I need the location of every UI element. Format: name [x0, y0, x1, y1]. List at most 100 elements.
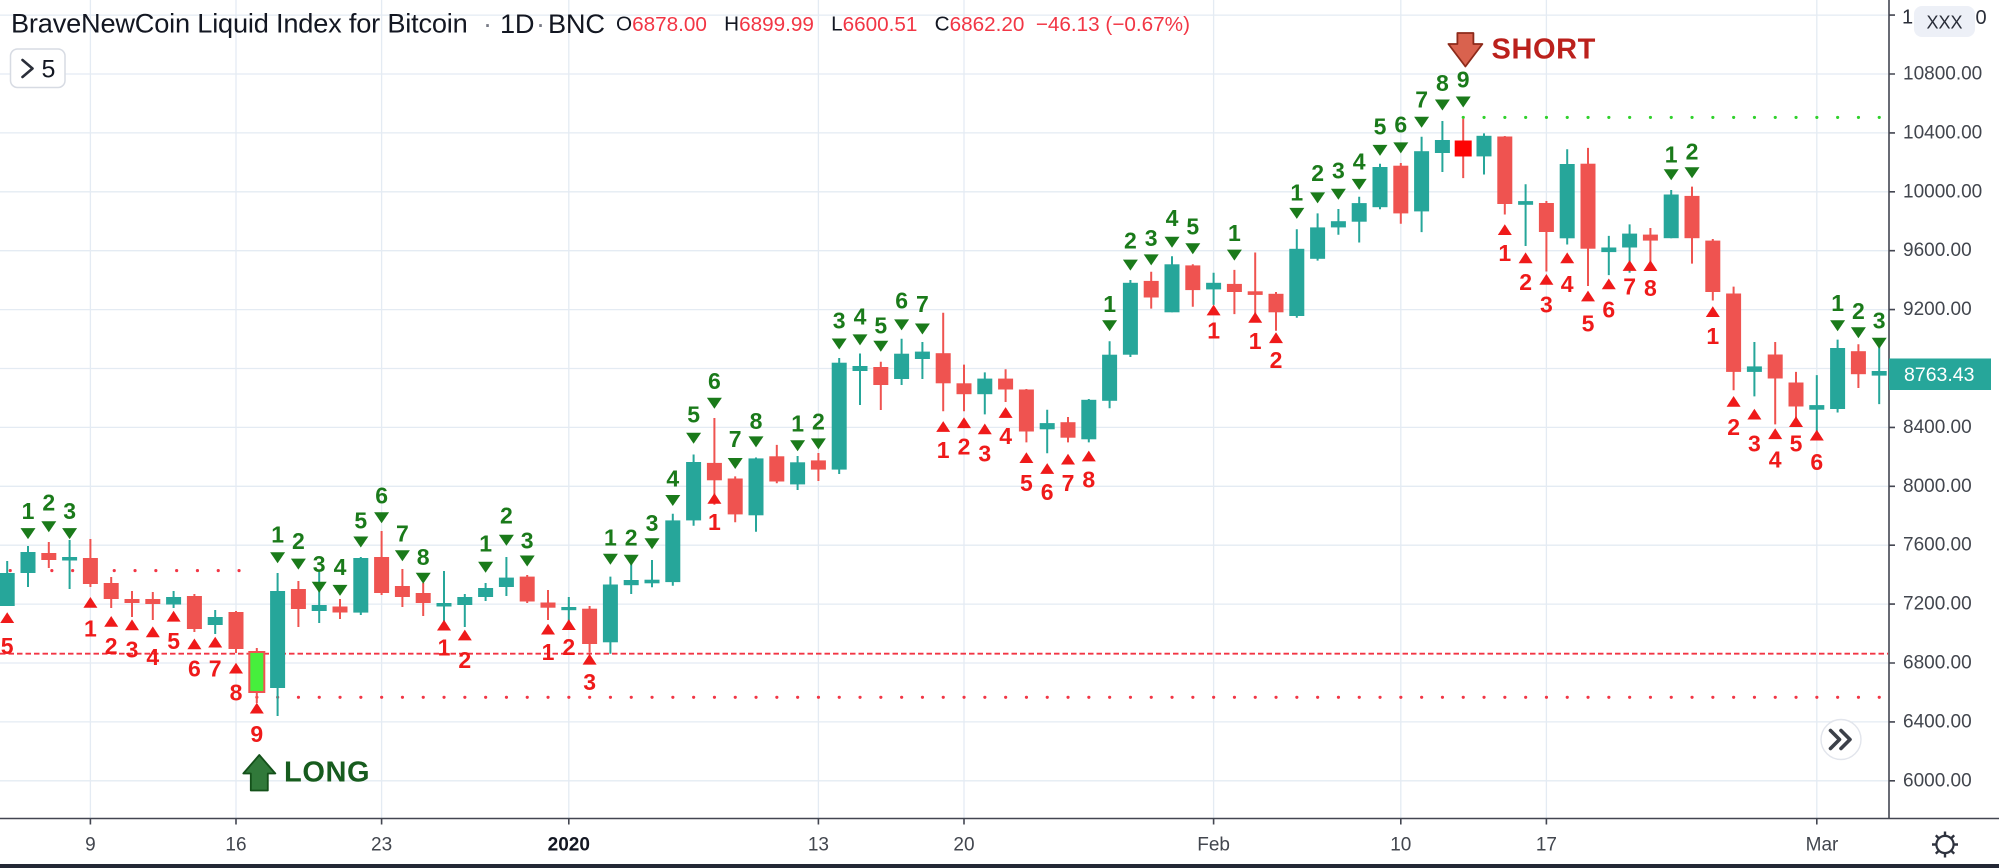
- svg-text:3: 3: [646, 510, 659, 536]
- svg-text:4: 4: [999, 423, 1012, 449]
- svg-text:10400.00: 10400.00: [1903, 122, 1982, 143]
- svg-text:1: 1: [708, 509, 721, 535]
- svg-text:2: 2: [1124, 227, 1137, 253]
- svg-text:8763.43: 8763.43: [1904, 364, 1975, 386]
- svg-text:1: 1: [1831, 290, 1844, 316]
- svg-text:20: 20: [953, 835, 974, 856]
- svg-text:7: 7: [1623, 274, 1636, 300]
- svg-text:2: 2: [1852, 298, 1865, 324]
- svg-text:1: 1: [1103, 291, 1116, 317]
- svg-text:3: 3: [1540, 292, 1553, 318]
- svg-text:4: 4: [146, 644, 159, 670]
- svg-text:5: 5: [354, 508, 367, 534]
- svg-text:5: 5: [1020, 470, 1033, 496]
- svg-text:5: 5: [1186, 214, 1199, 240]
- svg-text:6: 6: [375, 483, 388, 509]
- svg-text:4: 4: [1561, 271, 1574, 297]
- svg-text:6: 6: [1041, 479, 1054, 505]
- svg-text:8: 8: [1082, 467, 1095, 493]
- svg-text:1: 1: [438, 635, 451, 661]
- svg-text:6: 6: [1394, 111, 1407, 137]
- svg-text:8400.00: 8400.00: [1903, 417, 1972, 438]
- svg-text:6: 6: [1810, 449, 1823, 475]
- svg-text:8: 8: [750, 408, 763, 434]
- svg-text:6: 6: [1602, 297, 1615, 323]
- svg-text:7600.00: 7600.00: [1903, 535, 1972, 556]
- svg-text:3: 3: [1748, 430, 1761, 456]
- svg-text:1: 1: [1665, 141, 1678, 167]
- svg-text:3: 3: [1873, 307, 1886, 333]
- svg-text:6: 6: [708, 368, 721, 394]
- svg-text:6400.00: 6400.00: [1903, 711, 1972, 732]
- svg-text:1: 1: [937, 437, 950, 463]
- svg-text:3: 3: [978, 440, 991, 466]
- svg-text:5: 5: [1374, 113, 1387, 139]
- svg-text:8: 8: [1436, 70, 1449, 96]
- svg-text:5: 5: [167, 628, 180, 654]
- svg-text:9200.00: 9200.00: [1903, 299, 1972, 320]
- svg-text:6: 6: [188, 656, 201, 682]
- svg-text:1: 1: [604, 525, 617, 551]
- svg-text:1: 1: [1290, 179, 1303, 205]
- svg-text:8: 8: [417, 544, 430, 570]
- svg-text:7200.00: 7200.00: [1903, 594, 1972, 615]
- svg-text:6000.00: 6000.00: [1903, 770, 1972, 791]
- svg-text:5: 5: [1790, 430, 1803, 456]
- svg-text:10000.00: 10000.00: [1903, 181, 1982, 202]
- svg-text:7: 7: [1415, 86, 1428, 112]
- svg-text:Mar: Mar: [1806, 835, 1839, 856]
- svg-text:2: 2: [625, 525, 638, 551]
- svg-text:8000.00: 8000.00: [1903, 476, 1972, 497]
- svg-text:2: 2: [500, 502, 513, 528]
- svg-text:8: 8: [230, 680, 243, 706]
- svg-text:9: 9: [1457, 67, 1470, 93]
- svg-text:8: 8: [1644, 275, 1657, 301]
- svg-text:1: 1: [791, 411, 804, 437]
- svg-text:0: 0: [1975, 7, 1986, 29]
- svg-text:3: 3: [1145, 225, 1158, 251]
- svg-text:1: 1: [84, 616, 97, 642]
- svg-text:7: 7: [1062, 470, 1075, 496]
- svg-text:4: 4: [1166, 205, 1179, 231]
- svg-text:2: 2: [292, 528, 305, 554]
- svg-text:17: 17: [1536, 835, 1557, 856]
- svg-text:2: 2: [1519, 269, 1532, 295]
- svg-text:3: 3: [126, 636, 139, 662]
- svg-text:3: 3: [833, 307, 846, 333]
- svg-text:2: 2: [958, 433, 971, 459]
- svg-text:2: 2: [1727, 414, 1740, 440]
- svg-text:2: 2: [812, 409, 825, 435]
- svg-text:1: 1: [1207, 318, 1220, 344]
- svg-text:7: 7: [396, 521, 409, 547]
- svg-text:3: 3: [583, 669, 596, 695]
- svg-text:3: 3: [313, 551, 326, 577]
- svg-text:Feb: Feb: [1197, 835, 1230, 856]
- svg-text:4: 4: [854, 303, 867, 329]
- svg-text:3: 3: [1332, 157, 1345, 183]
- svg-text:SHORT: SHORT: [1492, 34, 1597, 66]
- svg-text:4: 4: [1769, 446, 1782, 472]
- svg-text:9: 9: [250, 721, 263, 747]
- svg-text:1: 1: [22, 498, 35, 524]
- svg-text:5: 5: [687, 401, 700, 427]
- svg-text:5: 5: [42, 56, 56, 84]
- svg-text:4: 4: [666, 466, 679, 492]
- svg-text:1: 1: [1228, 220, 1241, 246]
- svg-text:16: 16: [225, 835, 246, 856]
- svg-text:2: 2: [1686, 139, 1699, 165]
- svg-text:LONG: LONG: [284, 757, 370, 789]
- svg-text:5: 5: [1582, 310, 1595, 336]
- svg-text:2: 2: [458, 647, 471, 673]
- svg-text:6800.00: 6800.00: [1903, 653, 1972, 674]
- svg-text:3: 3: [63, 498, 76, 524]
- svg-text:9600.00: 9600.00: [1903, 240, 1972, 261]
- svg-text:1: 1: [542, 639, 555, 665]
- svg-text:5: 5: [874, 313, 887, 339]
- svg-text:1: 1: [1706, 323, 1719, 349]
- svg-text:1: 1: [271, 522, 284, 548]
- svg-text:23: 23: [371, 835, 392, 856]
- svg-text:O6878.00 H6899.99 L6600.51: O6878.00 H6899.99 L6600.51 C6862.20 −46.…: [616, 13, 1190, 36]
- svg-text:4: 4: [1353, 149, 1366, 175]
- svg-text:4: 4: [334, 554, 347, 580]
- svg-text:13: 13: [808, 835, 829, 856]
